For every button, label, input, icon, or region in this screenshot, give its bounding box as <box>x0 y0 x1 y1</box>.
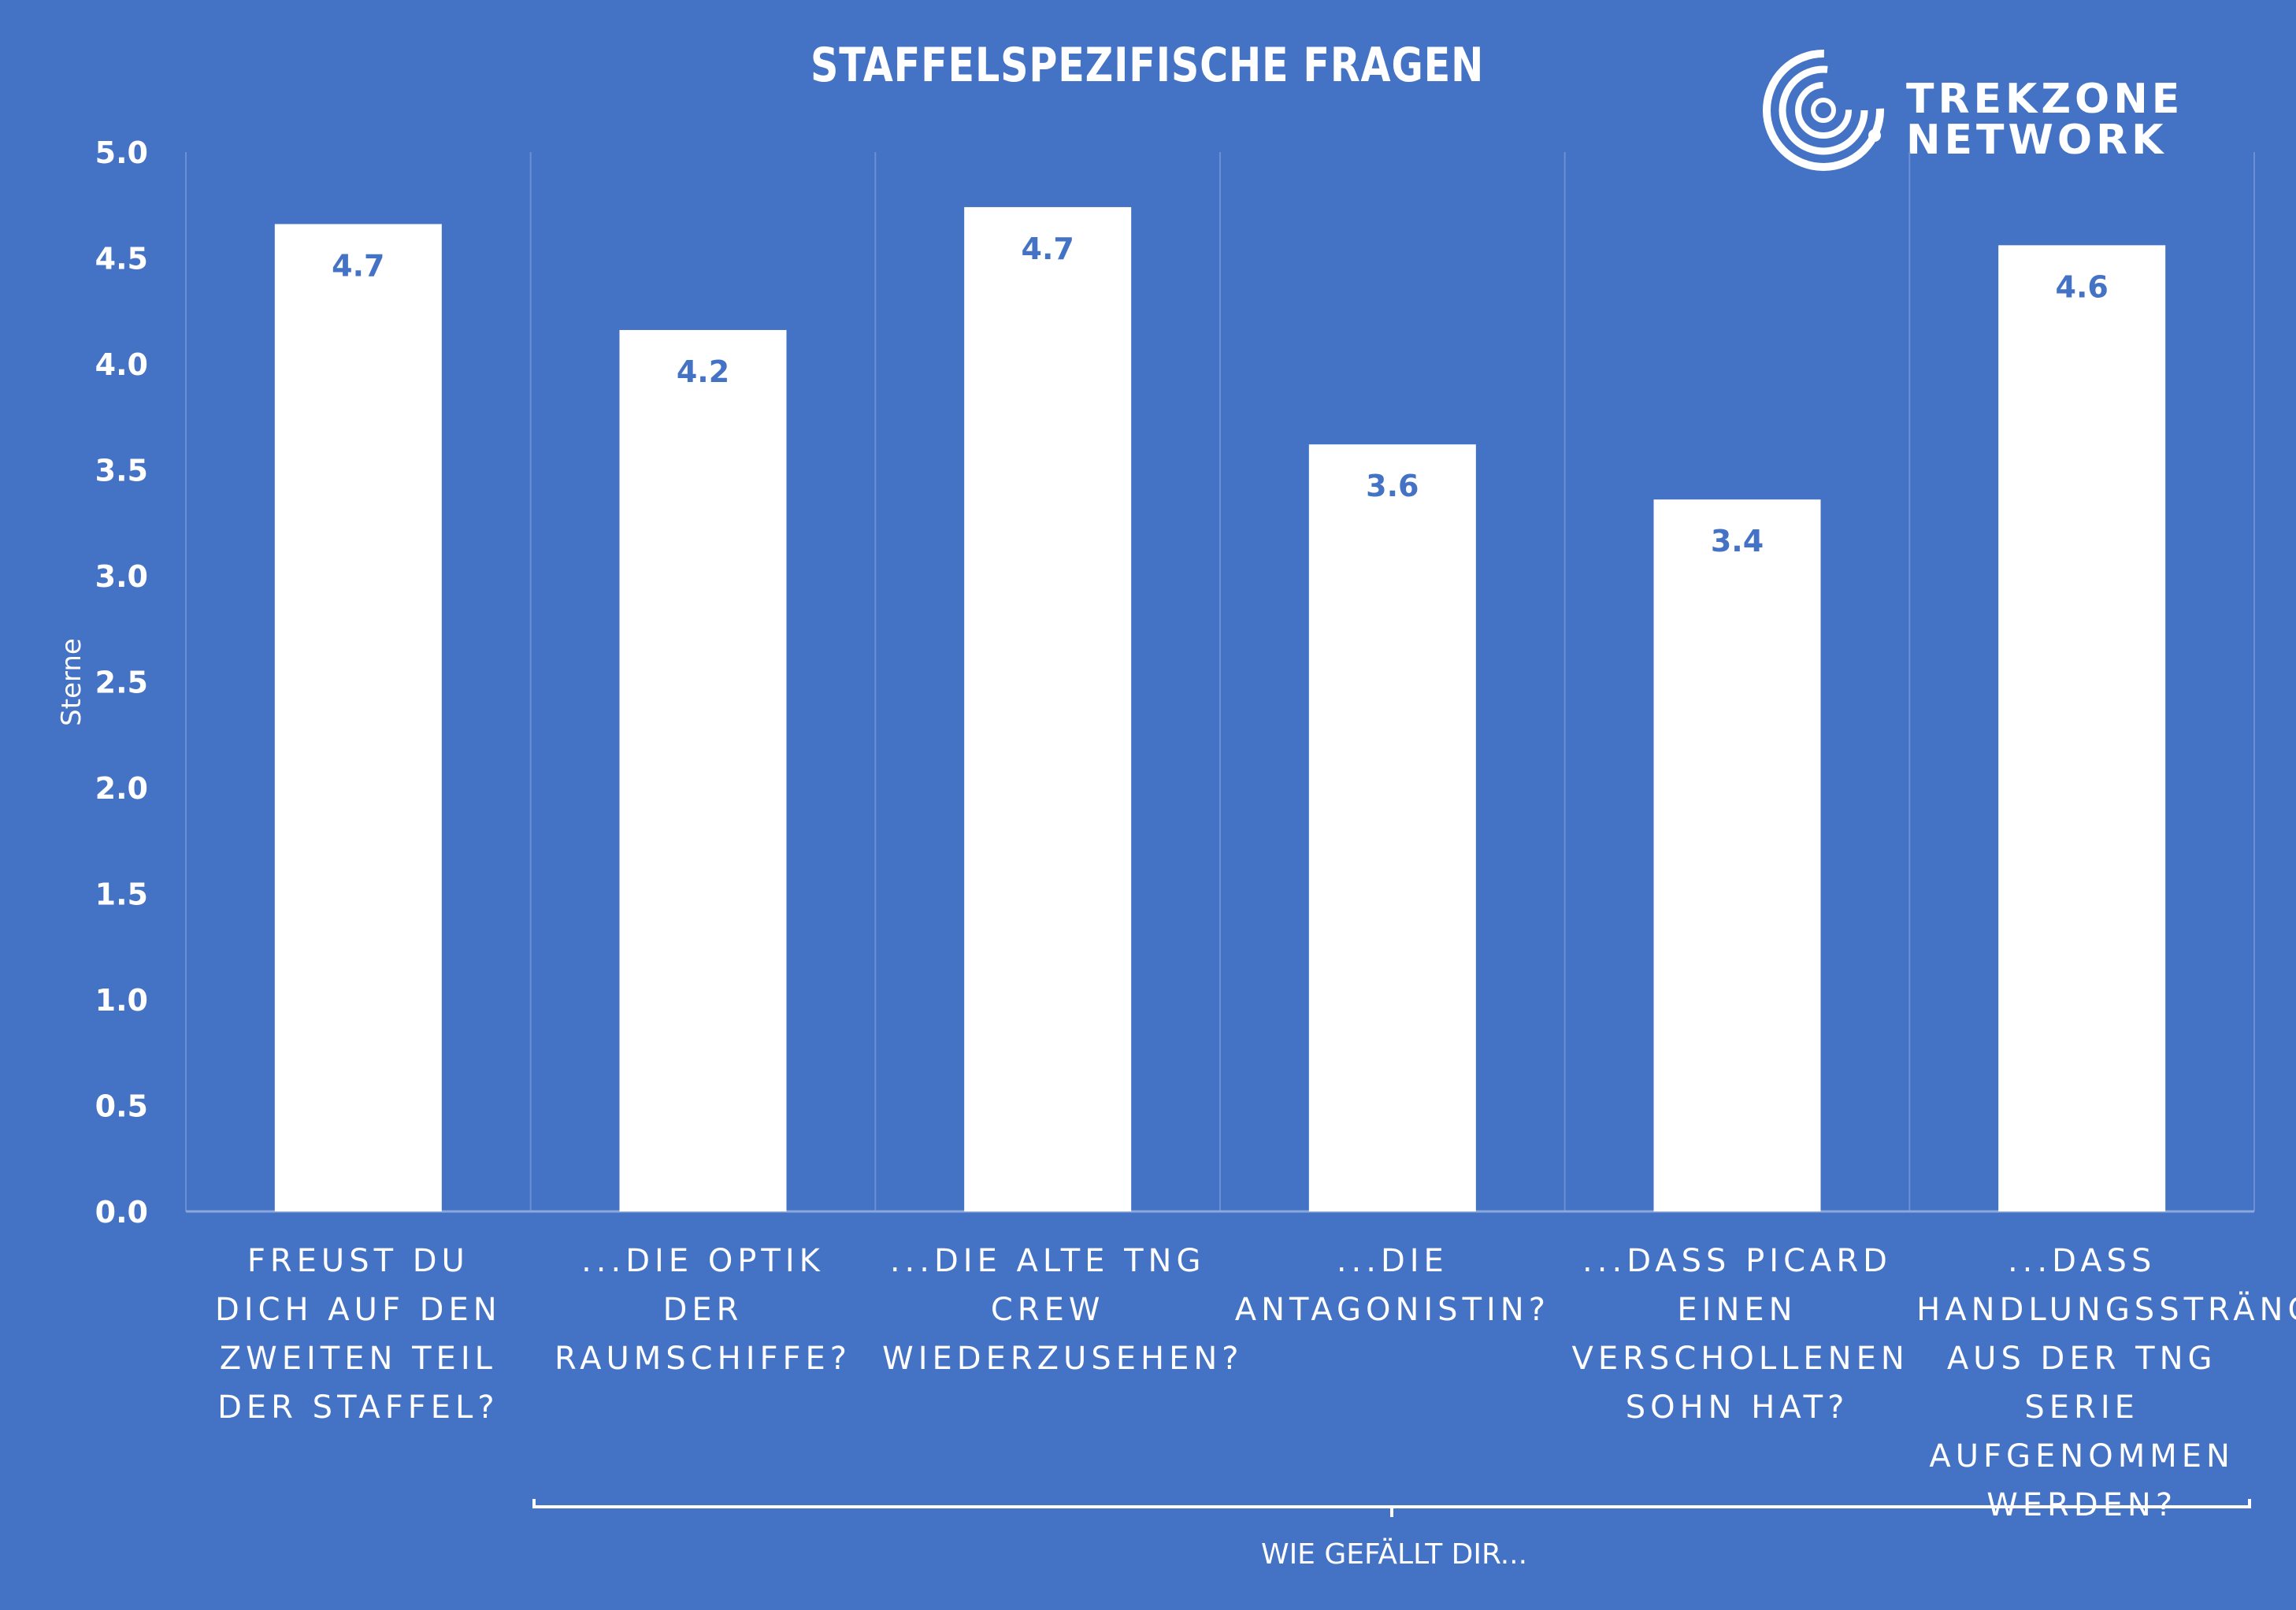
y-tick-label: 1.0 <box>95 983 148 1018</box>
y-tick-label: 0.0 <box>95 1195 148 1230</box>
bar-data-label: 4.7 <box>332 248 384 283</box>
x-category-label: ...DIE ANTAGONISTIN? <box>1234 1243 1550 1328</box>
y-tick-label: 5.0 <box>95 135 148 170</box>
bar <box>1653 499 1821 1211</box>
y-tick-label: 3.0 <box>95 559 148 594</box>
trekzone-logo: TREKZONE NETWORK <box>1756 47 2261 173</box>
logo-line-2: NETWORK <box>1906 117 2168 164</box>
y-tick-label: 2.0 <box>95 771 148 806</box>
bar <box>274 224 442 1212</box>
chart-title: STAFFELSPEZIFISCHE FRAGEN <box>810 38 1485 93</box>
x-category-label: ...DIE OPTIK DER RAUMSCHIFFE? <box>554 1243 852 1377</box>
y-tick-label: 4.5 <box>95 242 148 276</box>
y-tick-label: 3.5 <box>95 454 148 488</box>
y-tick-label: 1.5 <box>95 877 148 912</box>
y-tick-label: 4.0 <box>95 347 148 382</box>
bar-data-label: 4.7 <box>1022 232 1074 266</box>
y-tick-label: 0.5 <box>95 1089 148 1124</box>
x-category-label: ...DIE ALTE TNG CREW WIEDERZUSEHEN? <box>882 1243 1244 1377</box>
logo-line-1: TREKZONE <box>1906 76 2184 123</box>
bar-data-label: 3.6 <box>1366 469 1419 503</box>
bar-data-label: 4.6 <box>2056 269 2109 304</box>
bar <box>1998 245 2166 1211</box>
x-category-label: ...DASS PICARD EINEN VERSCHOLLENEN SOHN … <box>1571 1243 1909 1426</box>
y-axis-label: Sterne <box>56 638 87 726</box>
bar-data-label: 4.2 <box>677 354 729 389</box>
x-group-brace <box>532 1499 2251 1517</box>
x-category-label: FREUST DU DICH AUF DEN ZWEITEN TEIL DER … <box>214 1243 502 1426</box>
bar-data-label: 3.4 <box>1711 524 1764 558</box>
bar <box>1308 444 1476 1211</box>
y-tick-label: 2.5 <box>95 666 148 700</box>
bar <box>619 329 787 1212</box>
spiral-logo-icon <box>1763 50 1884 171</box>
x-axis-label: WIE GEFÄLLT DIR... <box>1260 1538 1528 1571</box>
x-category-label: ...DASS HANDLUNGSSTRÄNGE AUS DER TNG SER… <box>1916 1243 2296 1523</box>
bar <box>964 206 1132 1212</box>
